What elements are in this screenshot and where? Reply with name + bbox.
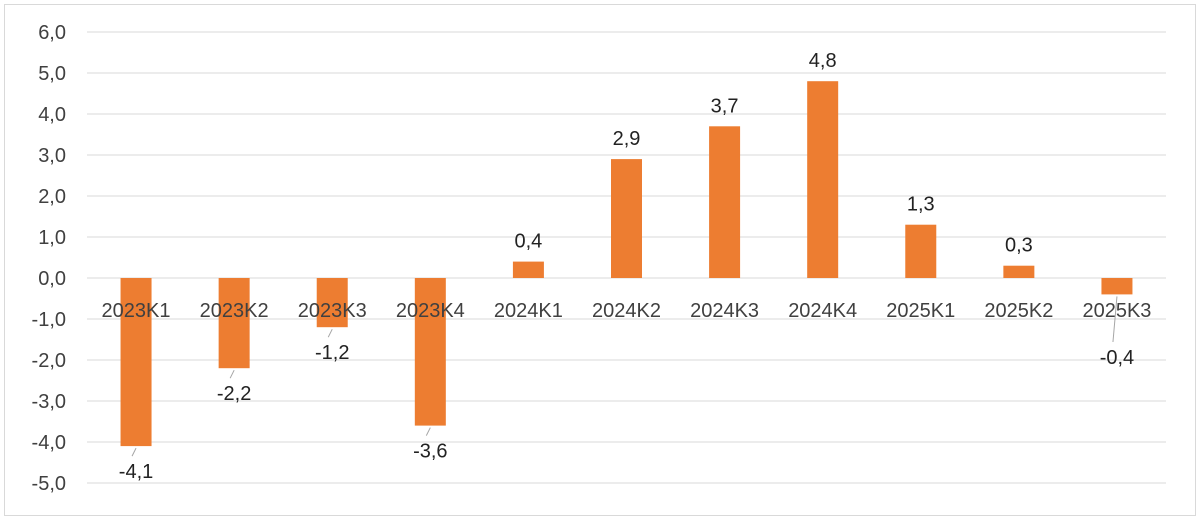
data-label: 2,9: [613, 128, 641, 150]
leader-line: [425, 427, 431, 436]
data-label: -3,6: [413, 441, 447, 463]
category-label: 2024K3: [690, 300, 759, 322]
category-label: 2024K2: [592, 300, 661, 322]
bar: [611, 159, 642, 278]
category-label: 2023K4: [396, 300, 465, 322]
gridlines: [87, 31, 1166, 484]
data-label: 4,8: [809, 50, 837, 72]
y-tick-label: -1,0: [32, 309, 66, 331]
data-label: -2,2: [217, 383, 251, 405]
x-axis-category-labels: 2023K1 2023K2 2023K3 2023K4 2024K1 2024K2 2024…: [102, 300, 1152, 322]
bar: [512, 261, 544, 278]
data-label: 3,7: [711, 95, 739, 117]
bar: [807, 81, 839, 278]
leader-line: [229, 369, 235, 379]
category-label: 2025K3: [1082, 300, 1151, 322]
bar: [218, 278, 250, 369]
chart-frame: [4, 4, 1196, 516]
y-tick-label: 2,0: [38, 186, 66, 208]
y-tick-label: 3,0: [38, 145, 66, 167]
bar: [414, 278, 446, 426]
data-labels: -4,1 -2,2 -1,2 -3,6 0,4 2,9 3,7 4,8 1,3 0,3 -0,4: [119, 50, 1134, 483]
data-label: -0,4: [1100, 347, 1134, 369]
leader-line: [327, 328, 333, 338]
y-tick-label: -5,0: [32, 473, 66, 495]
category-label: 2023K2: [200, 300, 269, 322]
bars: [120, 81, 1133, 447]
y-tick-label: 6,0: [38, 22, 66, 44]
bar: [316, 278, 348, 328]
y-axis-tick-labels: 6,0 5,0 4,0 3,0 2,0 1,0 0,0 -1,0 -2,0 -3,0 -4,0 -5,…: [32, 22, 66, 495]
category-label: 2023K1: [102, 300, 171, 322]
y-tick-label: -3,0: [32, 391, 66, 413]
y-tick-label: 4,0: [38, 104, 66, 126]
category-label: 2024K1: [494, 300, 563, 322]
data-label: 1,3: [907, 194, 935, 216]
data-label: 0,4: [515, 231, 543, 253]
category-label: 2025K2: [984, 300, 1053, 322]
bar: [905, 224, 937, 278]
data-label: 0,3: [1005, 235, 1033, 257]
category-label: 2024K4: [788, 300, 857, 322]
y-tick-label: 1,0: [38, 227, 66, 249]
leader-line: [1112, 296, 1118, 343]
leader-line: [131, 447, 137, 457]
y-tick-label: -2,0: [32, 350, 66, 372]
category-label: 2023K3: [298, 300, 367, 322]
bar: [709, 126, 741, 278]
y-tick-label: 5,0: [38, 63, 66, 85]
y-tick-label: -4,0: [32, 432, 66, 454]
bar: [1101, 278, 1133, 295]
bar: [1003, 265, 1035, 278]
category-label: 2025K1: [886, 300, 955, 322]
bar: [120, 278, 152, 447]
data-label: -4,1: [119, 461, 153, 483]
y-tick-label: 0,0: [38, 268, 66, 290]
data-label: -1,2: [315, 342, 349, 364]
